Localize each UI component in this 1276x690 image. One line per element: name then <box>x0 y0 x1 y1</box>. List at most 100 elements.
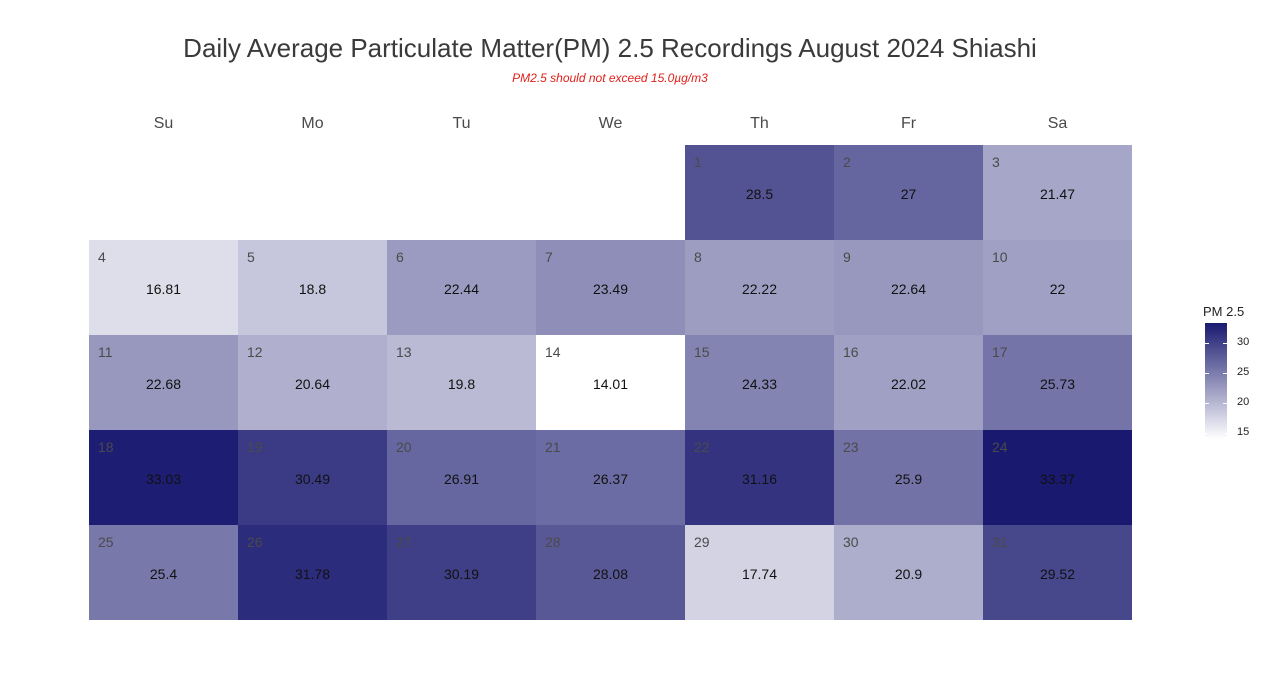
legend-tick-label: 30 <box>1237 336 1250 349</box>
weekday-header-mo: Mo <box>301 115 324 132</box>
day-value-label: 22.64 <box>890 281 927 297</box>
day-cell: 24 33.37 <box>983 430 1132 525</box>
day-number: 9 <box>843 249 851 265</box>
day-number: 20 <box>396 439 412 455</box>
day-number: 4 <box>98 249 106 265</box>
day-cell: 18 33.03 <box>89 430 238 525</box>
day-value-label: 24.33 <box>741 376 778 392</box>
day-cell: 6 22.44 <box>387 240 536 335</box>
day-cell: 12 20.64 <box>238 335 387 430</box>
legend-tick-label: 25 <box>1237 366 1250 379</box>
weekday-header-we: We <box>598 115 623 132</box>
legend-tickmark-left <box>1205 403 1209 405</box>
legend-colorbar <box>1205 323 1227 439</box>
day-value-label: 22.22 <box>741 281 778 297</box>
day-cell: 8 22.22 <box>685 240 834 335</box>
day-number: 5 <box>247 249 255 265</box>
day-value-label: 17.74 <box>741 566 778 582</box>
day-number: 3 <box>992 154 1000 170</box>
day-value-label: 19.8 <box>447 376 476 392</box>
weekday-header-su: Su <box>153 115 174 132</box>
day-cell: 26 31.78 <box>238 525 387 620</box>
day-value-label: 25.73 <box>1039 376 1076 392</box>
day-value-label: 30.19 <box>443 566 480 582</box>
day-value-label: 27 <box>900 186 917 202</box>
day-number: 24 <box>992 439 1008 455</box>
day-number: 22 <box>694 439 710 455</box>
day-number: 15 <box>694 344 710 360</box>
day-number: 21 <box>545 439 561 455</box>
day-value-label: 30.49 <box>294 471 331 487</box>
day-value-label: 14.01 <box>592 376 629 392</box>
day-cell: 10 22 <box>983 240 1132 335</box>
day-number: 27 <box>396 534 412 550</box>
legend-tickmark-left <box>1205 343 1209 345</box>
day-cell: 28 28.08 <box>536 525 685 620</box>
day-value-label: 26.91 <box>443 471 480 487</box>
day-value-label: 20.64 <box>294 376 331 392</box>
day-number: 26 <box>247 534 263 550</box>
day-value-label: 31.16 <box>741 471 778 487</box>
day-number: 30 <box>843 534 859 550</box>
day-value-label: 22.68 <box>145 376 182 392</box>
day-cell: 4 16.81 <box>89 240 238 335</box>
day-value-label: 33.03 <box>145 471 182 487</box>
day-number: 29 <box>694 534 710 550</box>
day-number: 28 <box>545 534 561 550</box>
day-number: 7 <box>545 249 553 265</box>
day-value-label: 22.02 <box>890 376 927 392</box>
day-cell: 17 25.73 <box>983 335 1132 430</box>
day-number: 14 <box>545 344 561 360</box>
legend-tick-label: 15 <box>1237 426 1250 439</box>
day-number: 13 <box>396 344 412 360</box>
day-value-label: 29.52 <box>1039 566 1076 582</box>
day-number: 12 <box>247 344 263 360</box>
day-number: 23 <box>843 439 859 455</box>
day-cell: 27 30.19 <box>387 525 536 620</box>
day-number: 16 <box>843 344 859 360</box>
day-cell: 2 27 <box>834 145 983 240</box>
day-value-label: 28.5 <box>745 186 774 202</box>
day-value-label: 26.37 <box>592 471 629 487</box>
day-cell: 20 26.91 <box>387 430 536 525</box>
day-cell: 29 17.74 <box>685 525 834 620</box>
day-value-label: 33.37 <box>1039 471 1076 487</box>
day-cell: 14 14.01 <box>536 335 685 430</box>
day-value-label: 22 <box>1049 281 1066 297</box>
day-value-label: 16.81 <box>145 281 182 297</box>
day-cell: 25 25.4 <box>89 525 238 620</box>
day-number: 1 <box>694 154 702 170</box>
day-cell: 15 24.33 <box>685 335 834 430</box>
day-cell: 9 22.64 <box>834 240 983 335</box>
day-cell: 31 29.52 <box>983 525 1132 620</box>
legend-title: PM 2.5 <box>1203 304 1245 319</box>
day-cell: 7 23.49 <box>536 240 685 335</box>
day-cell: 1 28.5 <box>685 145 834 240</box>
day-value-label: 23.49 <box>592 281 629 297</box>
day-value-label: 20.9 <box>894 566 923 582</box>
legend-tickmark-right <box>1223 433 1227 435</box>
day-number: 17 <box>992 344 1008 360</box>
weekday-header-th: Th <box>750 115 769 132</box>
day-cell: 5 18.8 <box>238 240 387 335</box>
chart-subtitle: PM2.5 should not exceed 15.0µg/m3 <box>512 71 708 85</box>
day-value-label: 28.08 <box>592 566 629 582</box>
weekday-header-fr: Fr <box>900 115 917 132</box>
day-cell: 13 19.8 <box>387 335 536 430</box>
legend-tickmark-left <box>1205 433 1209 435</box>
day-cell: 21 26.37 <box>536 430 685 525</box>
day-cell: 11 22.68 <box>89 335 238 430</box>
day-value-label: 31.78 <box>294 566 331 582</box>
day-number: 31 <box>992 534 1008 550</box>
day-cell: 23 25.9 <box>834 430 983 525</box>
weekday-header-tu: Tu <box>452 115 471 132</box>
day-number: 10 <box>992 249 1008 265</box>
day-value-label: 21.47 <box>1039 186 1076 202</box>
day-number: 8 <box>694 249 702 265</box>
day-number: 2 <box>843 154 851 170</box>
day-cell: 22 31.16 <box>685 430 834 525</box>
day-number: 19 <box>247 439 263 455</box>
day-cell: 16 22.02 <box>834 335 983 430</box>
day-number: 25 <box>98 534 114 550</box>
day-cell: 19 30.49 <box>238 430 387 525</box>
